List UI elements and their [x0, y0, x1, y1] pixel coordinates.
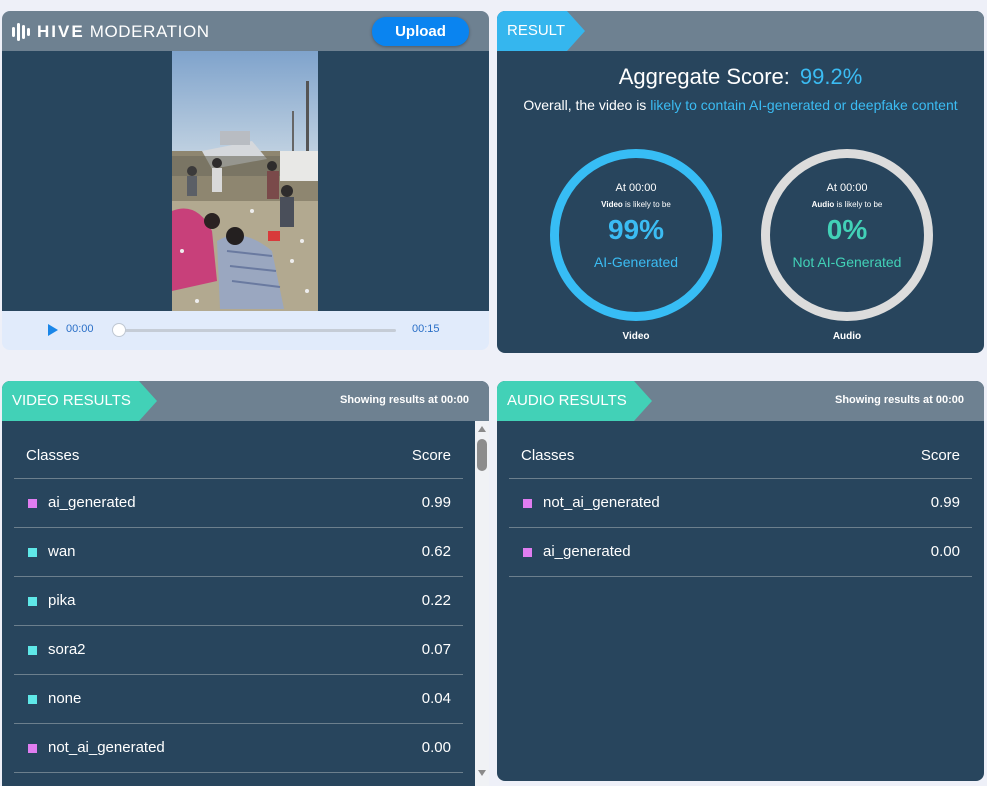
- class-color-swatch: [28, 499, 37, 508]
- class-score: 0.22: [421, 592, 451, 609]
- table-row: none 0.04: [14, 675, 463, 724]
- aggregate-label: Aggregate Score:: [618, 64, 790, 89]
- table-row: wan 0.62: [14, 528, 463, 577]
- class-name: none: [48, 690, 82, 707]
- seek-handle[interactable]: [112, 323, 126, 337]
- col-score: Score: [411, 447, 451, 464]
- scrollbar[interactable]: [475, 421, 489, 786]
- duration: 00:15: [412, 323, 440, 335]
- overall-prefix: Overall, the video is: [523, 97, 647, 113]
- audio-ring-caption: Audio: [832, 331, 862, 342]
- class-score: 0.99: [930, 494, 960, 511]
- audio-results-table: Classes Score not_ai_generated 0.99 ai_g…: [509, 421, 972, 577]
- class-color-swatch: [28, 744, 37, 753]
- video-ring-caption: Video: [622, 331, 650, 342]
- upload-button[interactable]: Upload: [372, 17, 469, 46]
- class-score: 0.62: [421, 543, 451, 560]
- class-name: not_ai_generated: [48, 739, 165, 756]
- class-score: 0.00: [930, 543, 960, 560]
- video-results-table: Classes Score ai_generated 0.99 wan 0.62…: [14, 421, 463, 773]
- table-row: pika 0.22: [14, 577, 463, 626]
- overall-verdict: Overall, the video is likely to contain …: [497, 95, 984, 116]
- video-score-ring: At 00:00 Video is likely to be 99% AI-Ge…: [550, 149, 722, 321]
- table-header: Classes Score: [14, 421, 463, 479]
- class-name: wan: [48, 543, 76, 560]
- hive-logo: HIVE MODERATION: [12, 21, 210, 43]
- class-name: sora2: [48, 641, 86, 658]
- class-color-swatch: [28, 548, 37, 557]
- table-row: not_ai_generated 0.99: [509, 479, 972, 528]
- brand-subtitle: MODERATION: [89, 22, 210, 41]
- class-score: 0.99: [421, 494, 451, 511]
- video-ring-percent: 99%: [607, 214, 665, 245]
- audio-ring-label: Not AI-Generated: [792, 254, 902, 270]
- col-score: Score: [920, 447, 960, 464]
- class-name: ai_generated: [48, 494, 136, 511]
- seek-bar[interactable]: [119, 329, 396, 332]
- audio-results-panel: AUDIO RESULTS Showing results at 00:00 C…: [497, 381, 984, 781]
- col-classes: Classes: [521, 447, 575, 464]
- aggregate-score: Aggregate Score: 99.2%: [497, 64, 984, 90]
- table-row: ai_generated 0.00: [509, 528, 972, 577]
- video-thumbnail[interactable]: [172, 51, 318, 311]
- brand-name: HIVE: [37, 22, 85, 41]
- table-row: sora2 0.07: [14, 626, 463, 675]
- player-header: HIVE MODERATION Upload: [2, 11, 489, 51]
- result-tag: RESULT: [497, 11, 585, 51]
- audio-score-ring: At 00:00 Audio is likely to be 0% Not AI…: [761, 149, 933, 321]
- table-row: not_ai_generated 0.00: [14, 724, 463, 773]
- class-color-swatch: [28, 695, 37, 704]
- overall-highlight: likely to contain AI-generated or deepfa…: [650, 97, 958, 113]
- video-ring-likely: Video is likely to be: [601, 200, 671, 209]
- class-color-swatch: [523, 499, 532, 508]
- video-area[interactable]: [2, 51, 489, 311]
- audio-ring-time: At 00:00: [826, 182, 868, 194]
- class-name: not_ai_generated: [543, 494, 660, 511]
- video-results-tag: VIDEO RESULTS: [2, 381, 157, 421]
- audio-results-header: AUDIO RESULTS Showing results at 00:00: [497, 381, 984, 421]
- table-header: Classes Score: [509, 421, 972, 479]
- class-name: pika: [48, 592, 76, 609]
- class-name: ai_generated: [543, 543, 631, 560]
- scroll-thumb[interactable]: [477, 439, 487, 471]
- video-ring-time: At 00:00: [615, 182, 657, 194]
- class-score: 0.07: [421, 641, 451, 658]
- audio-showing-time: Showing results at 00:00: [835, 394, 964, 406]
- audio-ring-percent: 0%: [826, 214, 868, 245]
- current-time: 00:00: [66, 323, 94, 335]
- video-ring-label: AI-Generated: [593, 254, 679, 270]
- result-panel: RESULT Aggregate Score: 99.2% Overall, th…: [497, 11, 984, 353]
- class-color-swatch: [28, 597, 37, 606]
- class-color-swatch: [28, 646, 37, 655]
- aggregate-value: 99.2%: [799, 64, 863, 89]
- video-showing-time: Showing results at 00:00: [340, 394, 469, 406]
- scroll-up-icon[interactable]: [478, 426, 486, 432]
- play-icon[interactable]: [48, 324, 58, 336]
- class-color-swatch: [523, 548, 532, 557]
- class-score: 0.00: [421, 739, 451, 756]
- video-player-panel: HIVE MODERATION Upload: [2, 11, 489, 350]
- table-row: ai_generated 0.99: [14, 479, 463, 528]
- audio-ring-likely: Audio is likely to be: [811, 200, 883, 209]
- result-header: RESULT: [497, 11, 984, 51]
- class-score: 0.04: [421, 690, 451, 707]
- player-controls: 00:00 00:15: [2, 311, 489, 350]
- col-classes: Classes: [26, 447, 80, 464]
- video-results-panel: VIDEO RESULTS Showing results at 00:00 C…: [2, 381, 489, 786]
- hive-logo-icon: [12, 23, 30, 41]
- scroll-down-icon[interactable]: [478, 770, 486, 776]
- video-results-header: VIDEO RESULTS Showing results at 00:00: [2, 381, 489, 421]
- audio-results-tag: AUDIO RESULTS: [497, 381, 652, 421]
